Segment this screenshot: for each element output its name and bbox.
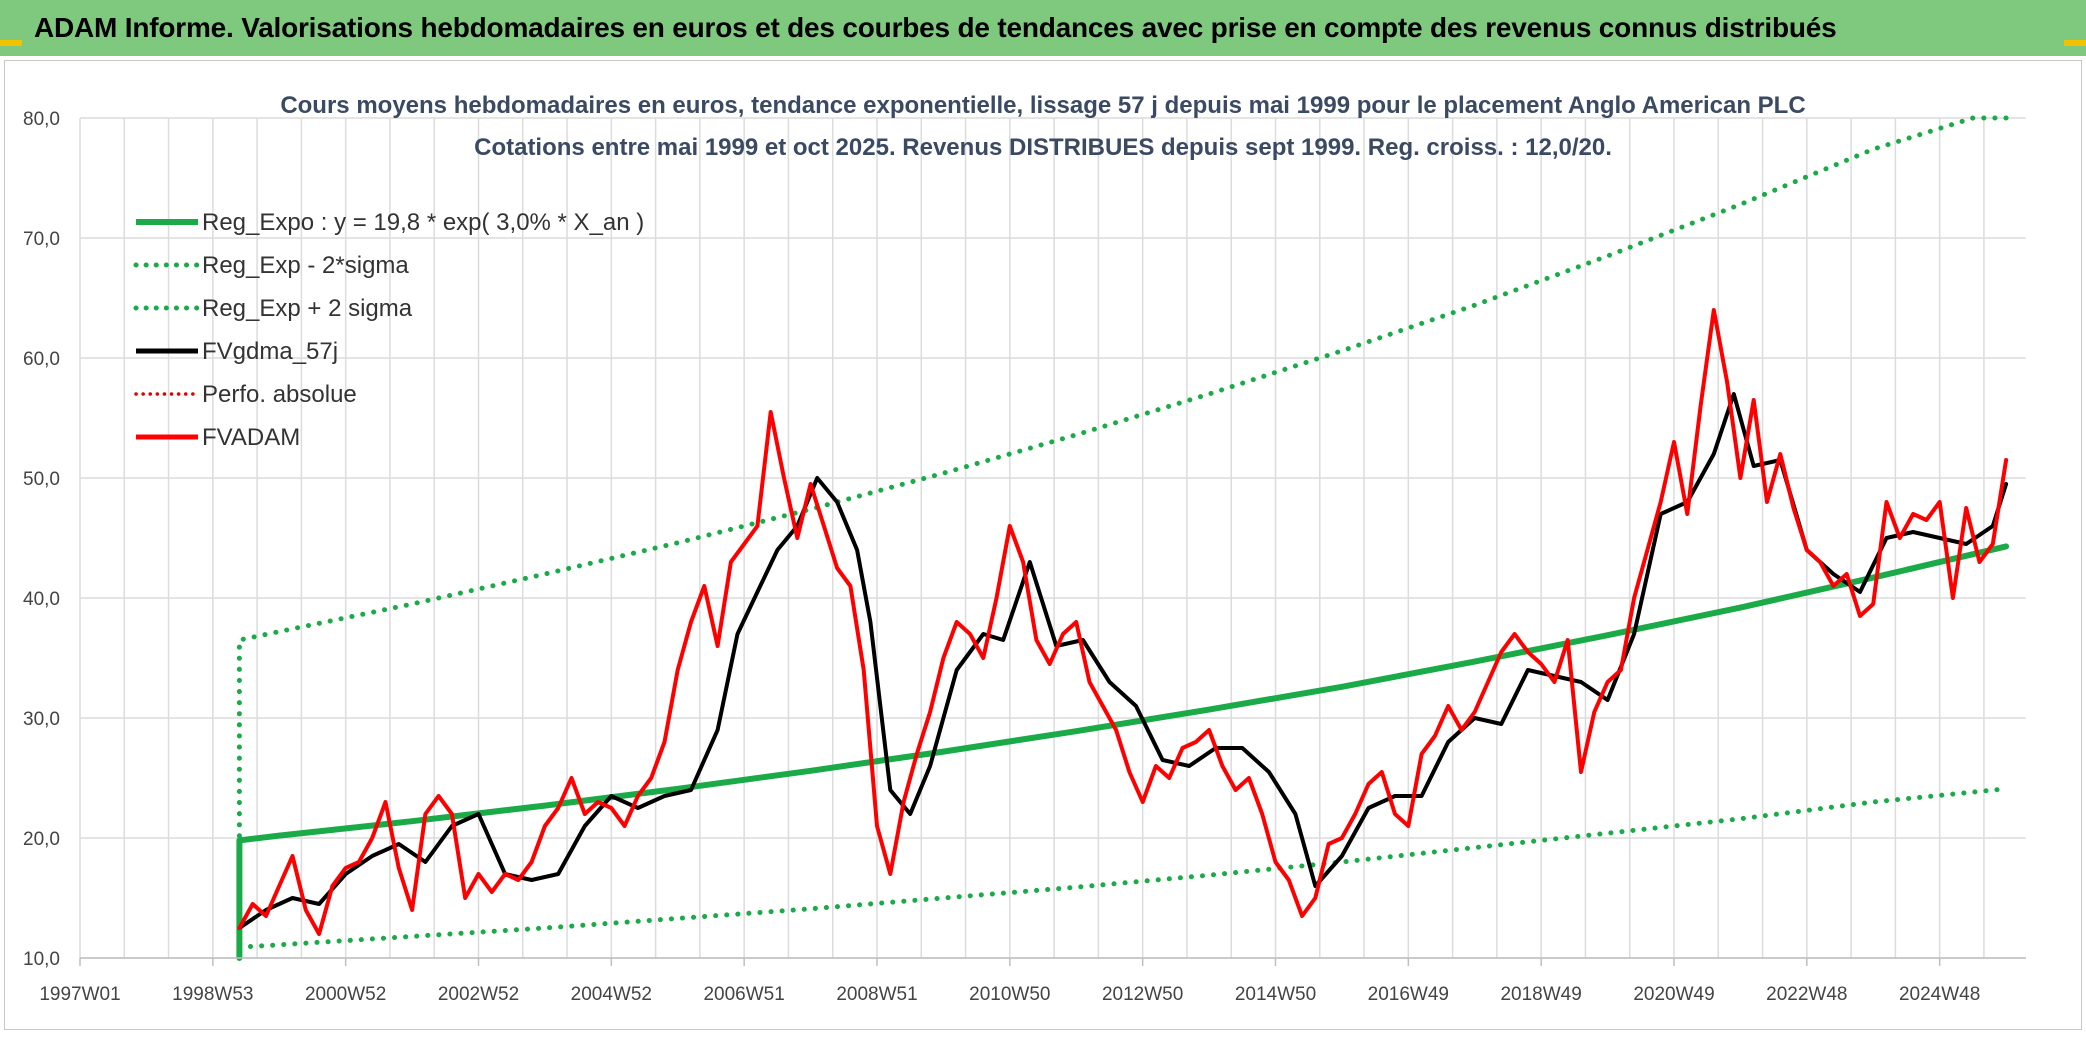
x-tick-label: 2010W50 — [969, 984, 1050, 1005]
y-tick-label: 50,0 — [23, 469, 60, 490]
chart-title: Cours moyens hebdomadaires en euros, ten… — [280, 92, 1805, 119]
x-tick-label: 1998W53 — [172, 984, 253, 1005]
y-tick-label: 60,0 — [23, 349, 60, 370]
x-tick-label: 2022W48 — [1766, 984, 1847, 1005]
chart-subtitle: Cotations entre mai 1999 et oct 2025. Re… — [474, 134, 1612, 161]
x-tick-label: 2020W49 — [1633, 984, 1714, 1005]
y-tick-label: 70,0 — [23, 229, 60, 250]
chart-axes: 10,0 20,0 30,0 40,0 50,0 60,0 70,0 80,0 1997W01 1… — [23, 109, 2026, 1005]
chart-legend: Reg_Expo : y = 19,8 * exp( 3,0% * X_an )… — [133, 209, 644, 451]
legend-label-sigma_high: Reg_Exp + 2 sigma — [202, 295, 413, 322]
chart-grid — [79, 117, 2026, 959]
corner-marker-right — [2064, 40, 2086, 46]
legend-label-fvgdma: FVgdma_57j — [202, 338, 338, 365]
corner-marker-left — [0, 40, 22, 46]
x-tick-label: 2004W52 — [571, 984, 652, 1005]
x-tick-label: 2016W49 — [1368, 984, 1449, 1005]
series-reg-exp-plus-2sigma — [236, 115, 2009, 961]
legend-label-reg_expo: Reg_Expo : y = 19,8 * exp( 3,0% * X_an ) — [202, 209, 644, 236]
y-tick-label: 30,0 — [23, 709, 60, 730]
legend-label-fvadam: FVADAM — [202, 424, 300, 451]
x-tick-label: 2000W52 — [305, 984, 386, 1005]
x-tick-label: 1997W01 — [39, 984, 120, 1005]
y-tick-label: 40,0 — [23, 589, 60, 610]
chart-frame — [4, 60, 2082, 1030]
x-tick-label: 2006W51 — [703, 984, 784, 1005]
x-tick-label: 2012W50 — [1102, 984, 1183, 1005]
y-tick-label: 80,0 — [23, 109, 60, 130]
series-reg-expo — [236, 543, 2010, 961]
chart-series — [236, 115, 2010, 961]
series-fvgdma-57j — [237, 392, 2009, 930]
legend-label-sigma_low: Reg_Exp - 2*sigma — [202, 252, 409, 279]
y-tick-label: 10,0 — [23, 949, 60, 970]
header-banner: ADAM Informe. Valorisations hebdomadaire… — [0, 0, 2086, 56]
x-tick-label: 2014W50 — [1235, 984, 1316, 1005]
page-title: ADAM Informe. Valorisations hebdomadaire… — [34, 12, 1837, 43]
x-tick-label: 2008W51 — [836, 984, 917, 1005]
legend-label-perfo: Perfo. absolue — [202, 381, 357, 408]
x-tick-label: 2002W52 — [438, 984, 519, 1005]
x-tick-label: 2024W48 — [1899, 984, 1980, 1005]
series-fvadam — [237, 308, 2009, 936]
x-tick-label: 2018W49 — [1500, 984, 1581, 1005]
y-tick-label: 20,0 — [23, 829, 60, 850]
